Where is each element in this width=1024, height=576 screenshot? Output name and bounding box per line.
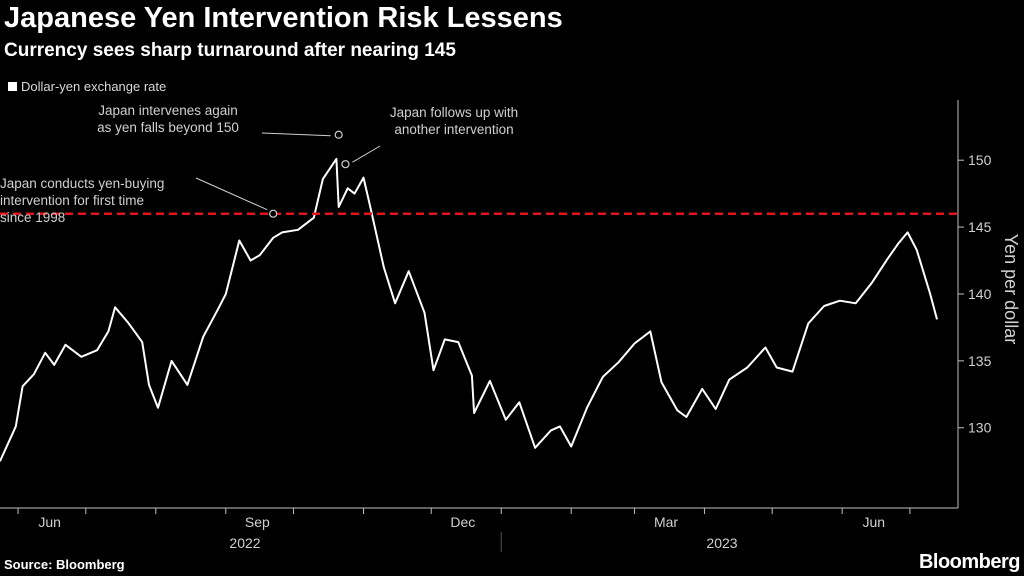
brand-logo: Bloomberg [918, 551, 1021, 573]
year-label-2023: 2023 [706, 535, 737, 551]
annotation-text: as yen falls beyond 150 [97, 120, 239, 135]
annotation-arrow [352, 145, 381, 163]
y-tick-label: 140 [968, 286, 992, 302]
annotation-text: Japan intervenes again [98, 103, 238, 118]
legend-swatch [8, 82, 17, 91]
x-tick-label: Dec [450, 514, 475, 530]
source-note: Source: Bloomberg [4, 557, 125, 572]
annotation-point [269, 209, 278, 218]
y-tick-label: 135 [968, 353, 992, 369]
year-label-2022: 2022 [229, 535, 260, 551]
annotation-text: Japan conducts yen-buying [0, 176, 164, 191]
y-tick-label: 150 [968, 152, 992, 168]
x-tick-label: Jun [38, 514, 61, 530]
legend-label: Dollar-yen exchange rate [21, 79, 167, 94]
y-tick-label: 130 [968, 420, 992, 436]
chart-title: Japanese Yen Intervention Risk Lessens [4, 2, 563, 34]
x-tick-label: Jun [862, 514, 885, 530]
annotation-text: intervention for first time [0, 193, 144, 208]
legend: Dollar-yen exchange rate [8, 79, 166, 94]
annotation-point [341, 160, 350, 169]
y-axis-title: Yen per dollar [1001, 234, 1021, 344]
series-line [0, 157, 938, 462]
x-tick-label: Mar [654, 514, 678, 530]
x-tick-label: Sep [245, 514, 270, 530]
annotation-arrow [261, 132, 331, 137]
chart-subtitle: Currency sees sharp turnaround after nea… [4, 40, 456, 61]
annotation-arrow [195, 177, 268, 211]
annotation-text: since 1998 [0, 210, 65, 225]
y-tick-label: 145 [968, 219, 992, 235]
annotation-point [334, 130, 343, 139]
annotation-text: Japan follows up with [390, 105, 518, 120]
annotation-text: another intervention [394, 122, 513, 137]
